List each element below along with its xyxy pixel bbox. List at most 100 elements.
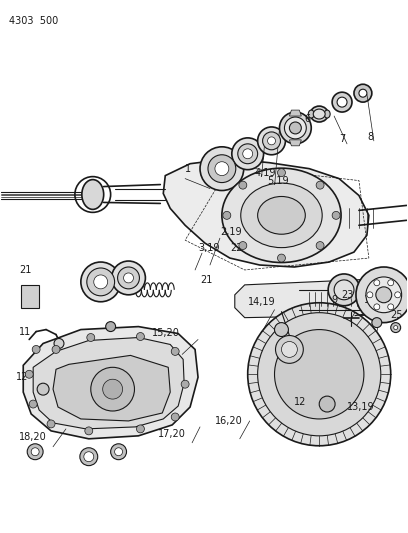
- Circle shape: [374, 280, 380, 286]
- Circle shape: [85, 427, 93, 435]
- Ellipse shape: [241, 183, 322, 248]
- Circle shape: [84, 452, 94, 462]
- Text: 24: 24: [371, 300, 383, 310]
- Circle shape: [239, 181, 247, 189]
- Circle shape: [87, 334, 95, 342]
- Circle shape: [367, 292, 373, 298]
- Circle shape: [263, 132, 280, 150]
- Text: 17,20: 17,20: [158, 429, 186, 439]
- Circle shape: [268, 137, 275, 145]
- Text: 6: 6: [304, 114, 310, 124]
- Polygon shape: [289, 110, 302, 116]
- Circle shape: [257, 313, 381, 436]
- Circle shape: [103, 379, 122, 399]
- Polygon shape: [163, 159, 369, 267]
- Text: 5,19: 5,19: [268, 175, 289, 185]
- Circle shape: [376, 287, 392, 303]
- Circle shape: [319, 396, 335, 412]
- Circle shape: [118, 267, 140, 289]
- Text: 16,20: 16,20: [215, 416, 243, 426]
- Circle shape: [54, 338, 64, 349]
- Ellipse shape: [222, 168, 341, 263]
- Circle shape: [87, 268, 115, 296]
- Polygon shape: [289, 140, 302, 146]
- Text: 7: 7: [339, 134, 345, 144]
- Text: 10: 10: [364, 295, 376, 305]
- Circle shape: [200, 147, 244, 190]
- Text: 12: 12: [295, 397, 307, 407]
- Circle shape: [391, 322, 401, 333]
- Polygon shape: [23, 327, 198, 439]
- Circle shape: [394, 326, 398, 329]
- Circle shape: [243, 149, 253, 159]
- Text: 23: 23: [341, 290, 353, 300]
- Circle shape: [239, 241, 247, 249]
- Circle shape: [282, 342, 297, 358]
- Circle shape: [316, 241, 324, 249]
- Text: 21: 21: [19, 265, 32, 275]
- Circle shape: [208, 155, 236, 183]
- Ellipse shape: [308, 110, 314, 118]
- Circle shape: [94, 275, 108, 289]
- Circle shape: [388, 304, 394, 310]
- Text: 25: 25: [391, 310, 403, 320]
- Polygon shape: [33, 337, 184, 429]
- Circle shape: [232, 138, 264, 169]
- Text: 1: 1: [185, 164, 191, 174]
- Circle shape: [328, 274, 360, 306]
- Circle shape: [332, 212, 340, 219]
- Circle shape: [372, 318, 382, 328]
- Text: 2,19: 2,19: [220, 227, 242, 237]
- Circle shape: [289, 122, 302, 134]
- Circle shape: [337, 97, 347, 107]
- Circle shape: [332, 92, 352, 112]
- Circle shape: [80, 448, 98, 466]
- Circle shape: [52, 345, 60, 353]
- Circle shape: [91, 367, 135, 411]
- Circle shape: [277, 254, 286, 262]
- Text: 9: 9: [331, 295, 337, 305]
- Circle shape: [47, 420, 55, 428]
- Circle shape: [136, 425, 144, 433]
- Circle shape: [356, 267, 408, 322]
- Circle shape: [275, 336, 303, 364]
- Circle shape: [171, 413, 179, 421]
- Circle shape: [275, 322, 288, 336]
- Ellipse shape: [257, 197, 305, 234]
- Text: 13,19: 13,19: [347, 402, 375, 412]
- Ellipse shape: [313, 109, 325, 119]
- Circle shape: [181, 380, 189, 388]
- Circle shape: [171, 348, 179, 356]
- Text: 15,20: 15,20: [152, 328, 180, 337]
- Polygon shape: [235, 278, 399, 318]
- Circle shape: [32, 345, 40, 353]
- Text: 12: 12: [16, 372, 29, 382]
- Circle shape: [388, 280, 394, 286]
- Circle shape: [223, 212, 231, 219]
- Text: 18,20: 18,20: [19, 432, 47, 442]
- Circle shape: [284, 117, 306, 139]
- Circle shape: [106, 321, 115, 332]
- Text: 11: 11: [289, 352, 302, 362]
- Circle shape: [275, 329, 364, 419]
- Circle shape: [395, 292, 401, 298]
- Text: 21: 21: [200, 275, 213, 285]
- Text: 4,19: 4,19: [255, 168, 276, 177]
- Circle shape: [215, 161, 229, 175]
- Ellipse shape: [324, 110, 330, 118]
- Polygon shape: [53, 356, 170, 421]
- Text: 11: 11: [19, 327, 31, 336]
- Text: 14,19: 14,19: [248, 297, 275, 307]
- Circle shape: [112, 261, 145, 295]
- Circle shape: [37, 383, 49, 395]
- Circle shape: [366, 277, 401, 313]
- Circle shape: [31, 448, 39, 456]
- Circle shape: [81, 262, 121, 302]
- Circle shape: [354, 84, 372, 102]
- Circle shape: [124, 273, 133, 283]
- Circle shape: [279, 112, 311, 144]
- Text: 8: 8: [367, 132, 373, 142]
- Circle shape: [136, 333, 144, 341]
- Text: 4303  500: 4303 500: [9, 15, 59, 26]
- Circle shape: [248, 303, 391, 446]
